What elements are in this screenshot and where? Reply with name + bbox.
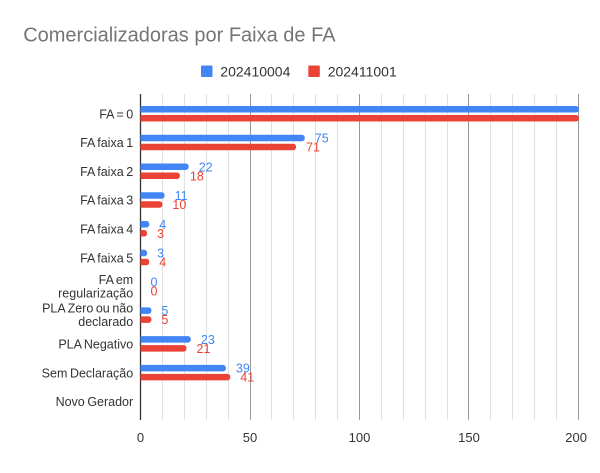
svg-text:FA faixa 1: FA faixa 1 [80,136,133,150]
svg-text:PLA Zero ou não: PLA Zero ou não [42,302,133,316]
svg-text:5: 5 [161,313,168,327]
svg-text:FA faixa 5: FA faixa 5 [80,251,133,265]
svg-text:Novo Gerador: Novo Gerador [56,395,134,409]
svg-text:202411001: 202411001 [328,63,397,79]
svg-text:3: 3 [157,227,164,241]
svg-text:FA faixa 3: FA faixa 3 [80,194,133,208]
svg-text:regularização: regularização [58,286,133,300]
svg-text:200: 200 [565,430,587,445]
svg-text:0: 0 [151,284,158,298]
svg-text:0: 0 [151,275,158,289]
svg-text:202410004: 202410004 [220,63,290,79]
svg-text:FA = 0: FA = 0 [99,107,133,121]
svg-text:declarado: declarado [78,315,133,329]
svg-text:50: 50 [243,430,257,445]
svg-text:FA em: FA em [99,273,134,287]
svg-text:Sem Declaração: Sem Declaração [42,366,134,380]
svg-text:41: 41 [240,371,254,385]
svg-text:10: 10 [172,198,186,212]
svg-text:PLA Negativo: PLA Negativo [58,338,133,352]
svg-text:100: 100 [349,430,371,445]
svg-text:FA faixa 4: FA faixa 4 [80,222,133,236]
svg-text:4: 4 [159,218,166,232]
svg-text:4: 4 [159,256,166,270]
svg-text:Comercializadoras por Faixa de: Comercializadoras por Faixa de FA [23,25,336,47]
svg-text:71: 71 [306,141,320,155]
svg-text:22: 22 [199,160,213,174]
svg-text:39: 39 [236,362,250,376]
svg-text:150: 150 [458,430,480,445]
svg-text:0: 0 [137,430,144,445]
svg-text:75: 75 [315,132,329,146]
svg-text:3: 3 [157,247,164,261]
svg-text:5: 5 [161,304,168,318]
svg-text:23: 23 [201,333,215,347]
svg-text:21: 21 [197,342,211,356]
svg-text:11: 11 [175,189,188,203]
svg-text:18: 18 [190,169,204,183]
svg-text:FA faixa 2: FA faixa 2 [80,165,133,179]
